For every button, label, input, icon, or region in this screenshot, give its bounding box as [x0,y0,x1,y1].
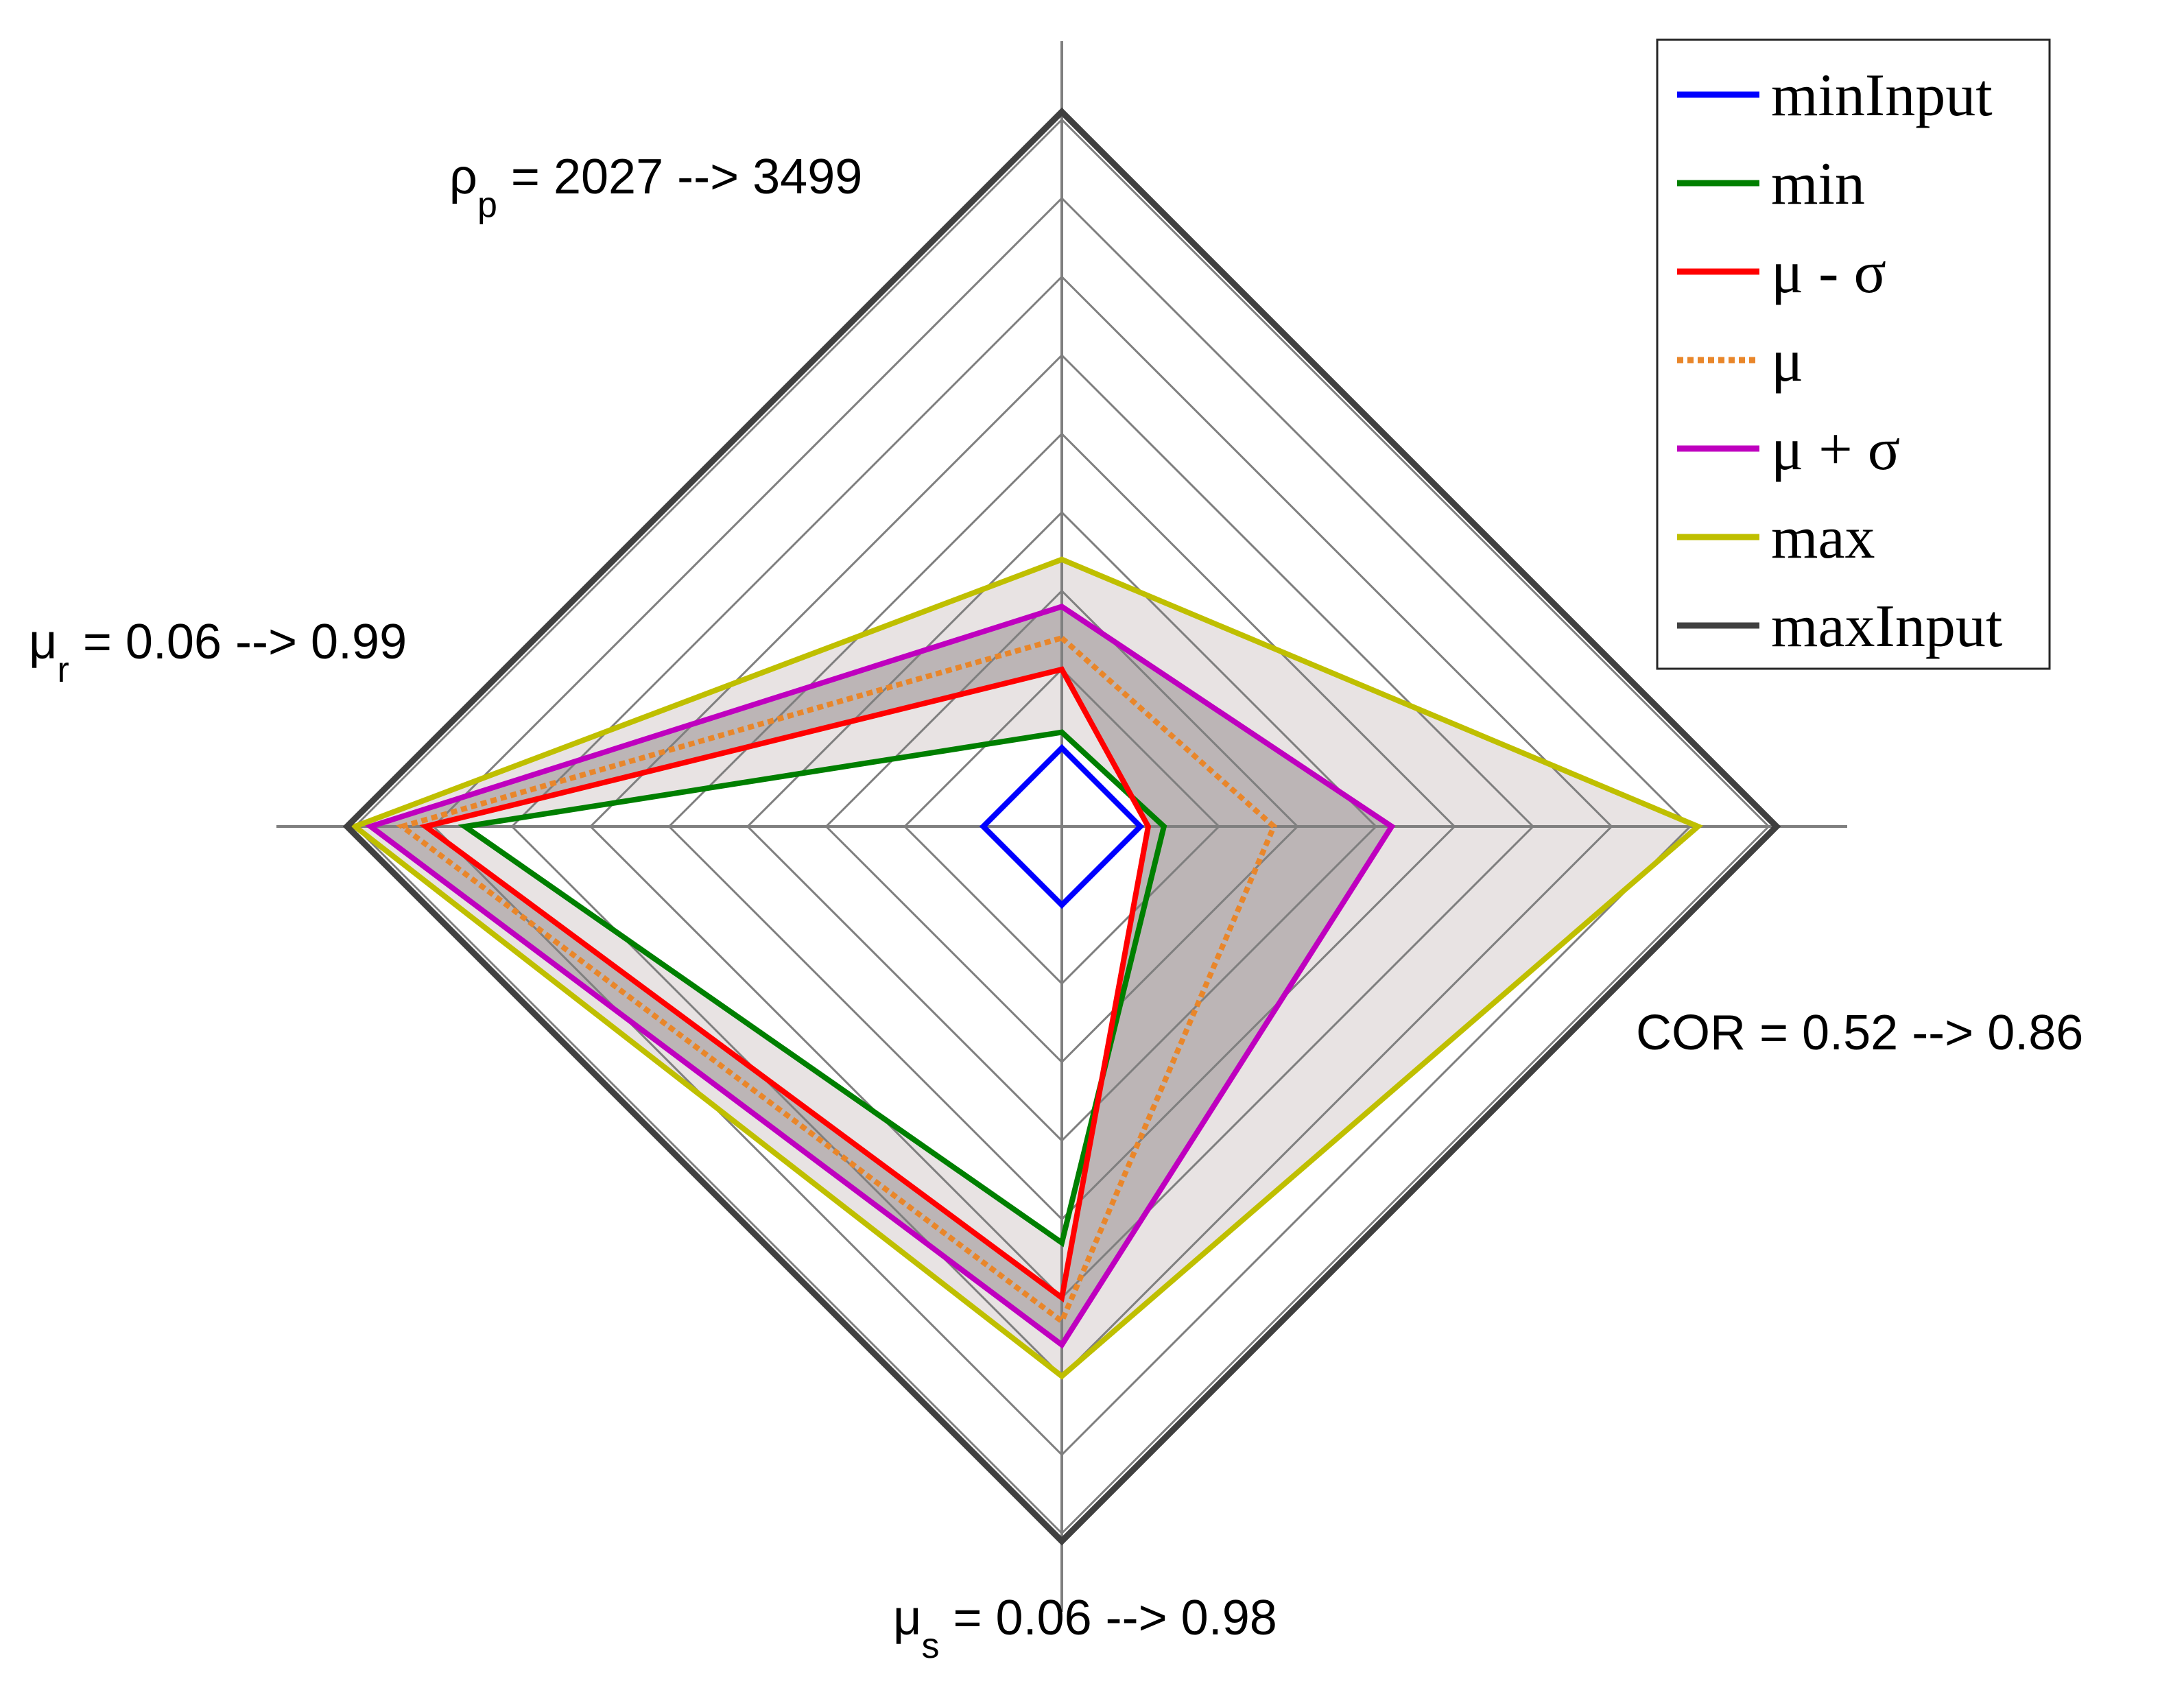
axis-label-right: COR = 0.52 --> 0.86 [1636,1005,2083,1060]
axis-label-left: μr = 0.06 --> 0.99 [29,615,407,690]
legend-label-5: max [1771,505,1875,571]
legend-label-0: minInput [1771,62,1993,129]
legend-label-4: μ + σ [1771,416,1900,483]
axis-label-range: = 2027 --> 3499 [497,150,862,204]
series-3 [396,634,1277,1326]
axis-label-top: ρp = 2027 --> 3499 [449,150,862,225]
series-lines [342,107,1781,1546]
band-1 [370,606,1392,1345]
legend-label-6: maxInput [1771,593,2002,660]
axis-label-subscript: r [57,650,69,690]
axis-label-subscript: p [477,185,497,225]
axis-label-range: = 0.06 --> 0.99 [69,615,407,669]
radar-axes [276,41,1847,1612]
axis-label-symbol: ρ [449,150,477,204]
axis-label-symbol: μ [893,1591,921,1645]
axis-label-range: COR = 0.52 --> 0.86 [1636,1005,2083,1060]
axis-label-bottom: μs = 0.06 --> 0.98 [893,1591,1277,1666]
axis-labels: ρp = 2027 --> 3499 COR = 0.52 --> 0.86 μs … [29,150,2083,1666]
legend: minInput min μ - σ μ μ + σ max maxInput [1656,38,2051,670]
legend-box [1656,38,2051,670]
legend-label-1: min [1771,151,1865,217]
series-4 [364,604,1396,1349]
legend-label-2: μ - σ [1771,239,1886,306]
series-5 [349,556,1703,1380]
axis-label-subscript: s [921,1626,939,1666]
axis-label-range: = 0.06 --> 0.98 [939,1591,1277,1645]
series-0 [979,743,1145,909]
series-6 [342,107,1781,1546]
series-2 [419,666,1152,1303]
legend-label-3: μ [1771,328,1803,394]
axis-label-symbol: μ [29,615,57,669]
